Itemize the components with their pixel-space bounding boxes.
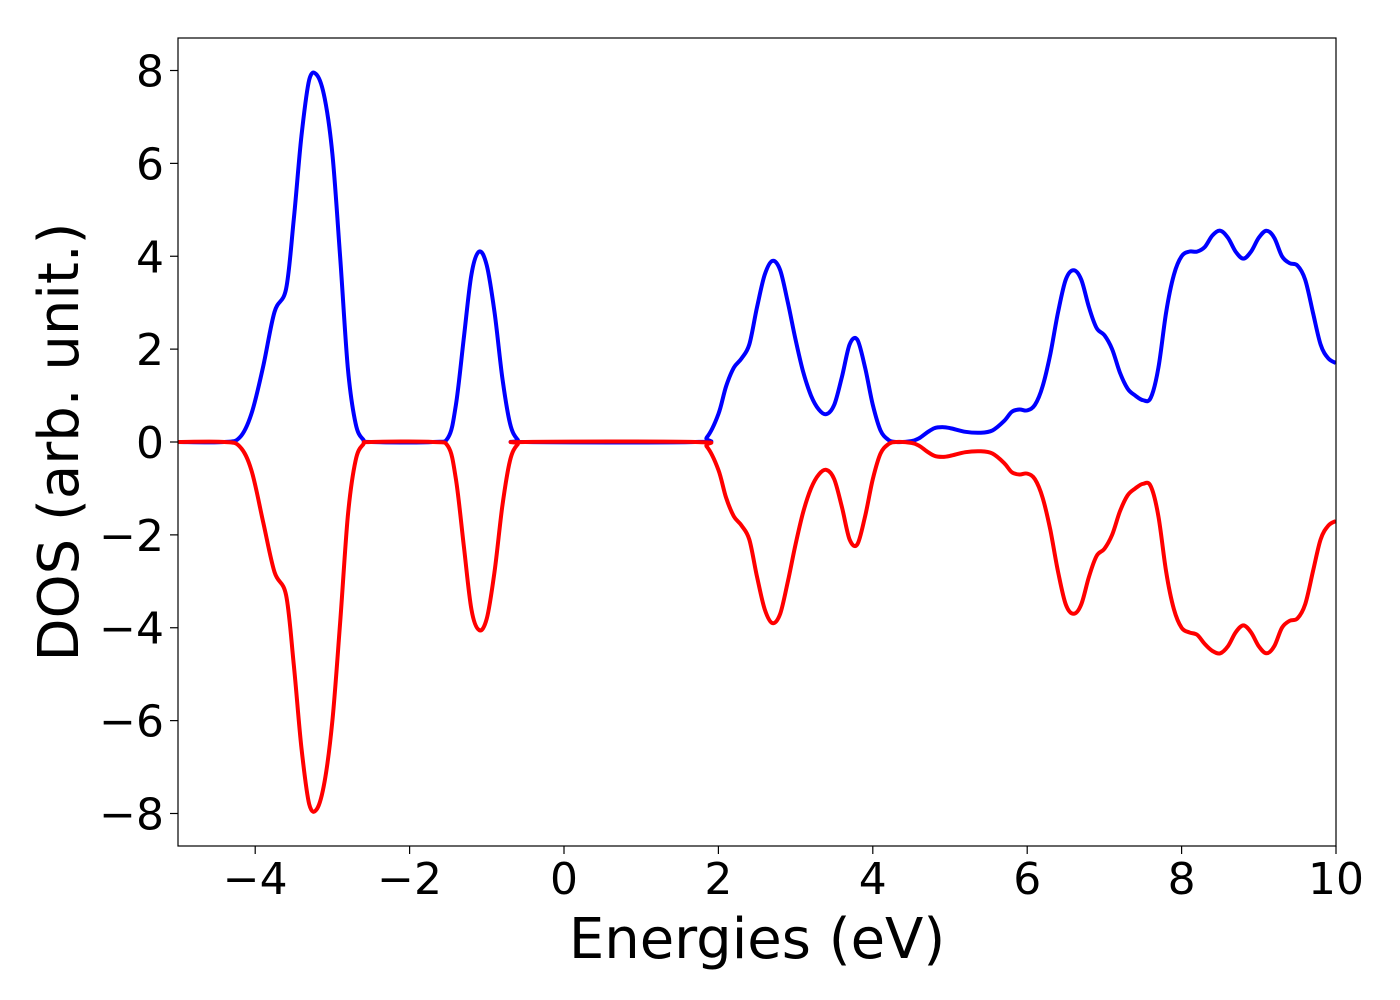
y-tick-label: −6 [99, 697, 164, 748]
x-tick-label: −2 [377, 854, 442, 905]
x-tick-label: 10 [1308, 854, 1364, 905]
x-tick-label: 6 [1013, 854, 1041, 905]
x-tick-label: 2 [704, 854, 732, 905]
y-tick-label: −8 [99, 789, 164, 840]
y-tick-label: 0 [136, 418, 164, 469]
x-tick-label: −4 [223, 854, 288, 905]
series-line-2 [178, 439, 1336, 814]
y-axis-title: DOS (arb. unit.) [27, 222, 92, 661]
x-axis-title: Energies (eV) [569, 907, 945, 972]
x-tick-label: 4 [859, 854, 887, 905]
y-tick-label: 2 [136, 325, 164, 376]
x-tick-label: 8 [1168, 854, 1196, 905]
series-line-1 [178, 70, 1336, 445]
y-tick-label: 4 [136, 232, 164, 283]
plot-frame [177, 37, 1337, 847]
y-tick-label: −4 [99, 604, 164, 655]
y-tick-label: 8 [136, 47, 164, 98]
x-tick-label: 0 [550, 854, 578, 905]
y-tick-label: −2 [99, 511, 164, 562]
y-tick-label: 6 [136, 139, 164, 190]
